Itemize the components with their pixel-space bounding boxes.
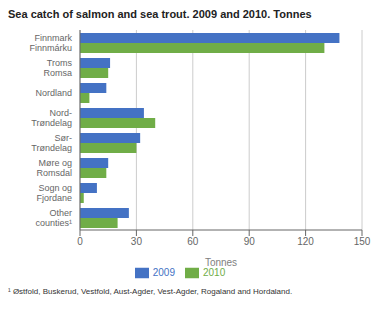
- html-text:2010: 2010: [203, 266, 226, 278]
- svg-text:Othercounties¹: Othercounties¹: [35, 208, 72, 228]
- svg-text:30: 30: [131, 236, 143, 247]
- svg-text:Sogn ogFjordane: Sogn ogFjordane: [36, 183, 72, 203]
- html-text:¹ Østfold, Buskerud, Vestfold,: ¹ Østfold, Buskerud, Vestfold, Aust-Agde…: [8, 287, 293, 296]
- svg-text:Nordland: Nordland: [35, 88, 72, 98]
- svg-text:60: 60: [187, 236, 199, 247]
- svg-text:Tonnes: Tonnes: [205, 257, 237, 268]
- svg-text:TromsRomsa: TromsRomsa: [43, 58, 72, 78]
- svg-text:150: 150: [354, 236, 371, 247]
- html-text:Sea catch of salmon and sea tr: Sea catch of salmon and sea trout. 2009 …: [8, 8, 312, 20]
- svg-text:Nord-Trøndelag: Nord-Trøndelag: [31, 108, 72, 128]
- svg-text:Sør-Trøndelag: Sør-Trøndelag: [31, 133, 72, 153]
- svg-text:120: 120: [297, 236, 314, 247]
- svg-text:90: 90: [244, 236, 256, 247]
- svg-text:FinnmarkFinnmárku: FinnmarkFinnmárku: [29, 33, 72, 53]
- svg-text:Møre ogRomsdal: Møre ogRomsdal: [36, 158, 72, 178]
- svg-text:0: 0: [77, 236, 83, 247]
- html-text:2009: 2009: [152, 266, 175, 278]
